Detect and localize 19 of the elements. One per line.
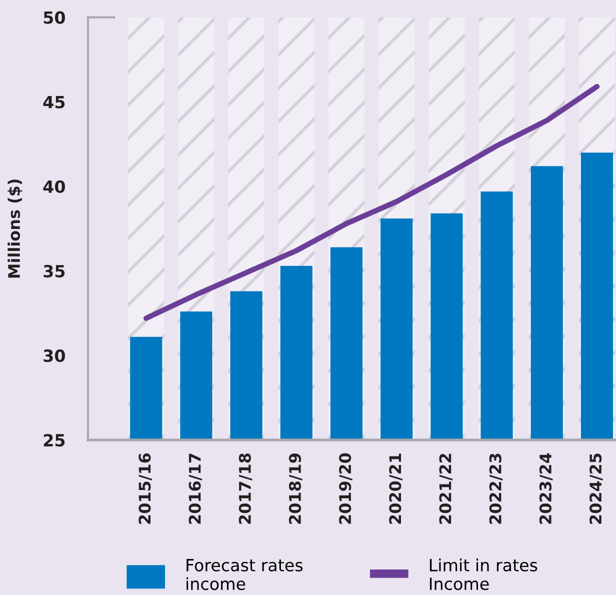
x-tick-label: 2024/25 bbox=[590, 454, 603, 524]
x-tick-label: 2017/18 bbox=[238, 453, 252, 524]
y-tick-label: 45 bbox=[43, 96, 65, 108]
x-tick-label: 2018/19 bbox=[288, 454, 302, 524]
x-tick-label: 2016/17 bbox=[188, 454, 202, 524]
y-tick-label: 25 bbox=[44, 434, 65, 447]
x-tick-label: 2021/22 bbox=[439, 454, 453, 524]
x-tick-label: 2015/16 bbox=[138, 453, 152, 524]
y-tick-label: 35 bbox=[44, 264, 65, 278]
x-tick-label: 2023/24 bbox=[539, 453, 553, 524]
y-tick-label: 30 bbox=[44, 349, 65, 362]
x-tick-label: 2022/23 bbox=[489, 454, 503, 524]
y-tick-label: 40 bbox=[43, 180, 65, 193]
legend-label: Forecast rates income bbox=[186, 559, 303, 590]
x-tick-label: 2019/20 bbox=[339, 453, 352, 524]
legend-label: Limit in rates Income bbox=[430, 558, 538, 590]
y-tick-label: 50 bbox=[44, 11, 65, 24]
x-tick-label: 2020/21 bbox=[389, 454, 402, 524]
y-axis-title: Millions ($) bbox=[8, 180, 22, 278]
